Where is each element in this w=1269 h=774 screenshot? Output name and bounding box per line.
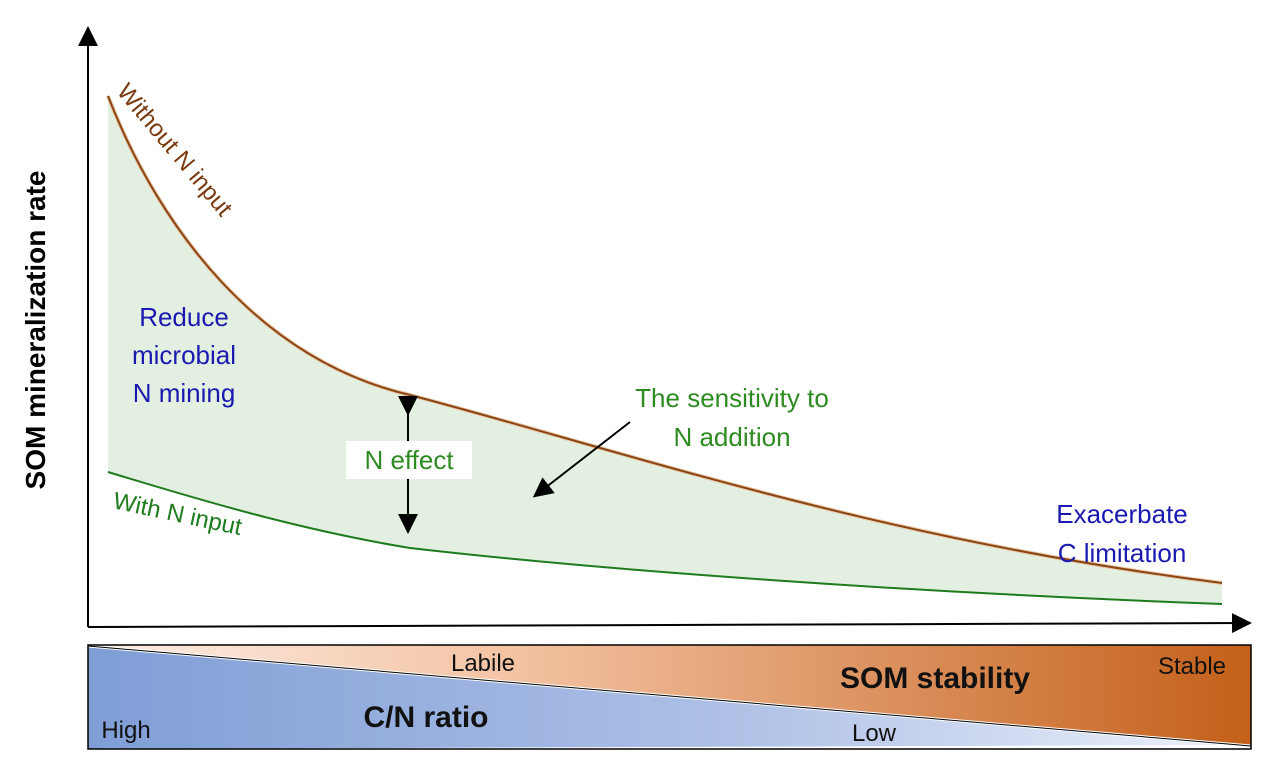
y-axis-label: SOM mineralization rate: [20, 171, 51, 490]
right-annotation-line1: Exacerbate: [1056, 499, 1188, 529]
som-stability-label: SOM stability: [840, 662, 1030, 695]
with-n-curve: [107, 471, 1223, 605]
labile-label: Labile: [451, 650, 515, 677]
low-label: Low: [852, 720, 897, 747]
without-n-curve: [107, 95, 1223, 584]
gradient-bar: [87, 644, 1252, 750]
right-annotation-line2: C limitation: [1058, 538, 1187, 568]
sensitivity-arrow: [532, 421, 631, 498]
left-annotation-line3: N mining: [133, 378, 236, 408]
left-annotation-line2: microbial: [132, 340, 236, 370]
n-effect-label: N effect: [364, 445, 454, 475]
stable-label: Stable: [1158, 653, 1226, 680]
sensitivity-area: [108, 96, 1222, 604]
sensitivity-line1: The sensitivity to: [635, 383, 829, 413]
n-effect-box: [346, 441, 472, 479]
cn-ratio-label: C/N ratio: [363, 701, 488, 734]
sensitivity-line2: N addition: [673, 422, 790, 452]
left-annotation-line1: Reduce: [139, 302, 229, 332]
x-axis: [87, 613, 1252, 634]
high-label: High: [101, 717, 150, 744]
